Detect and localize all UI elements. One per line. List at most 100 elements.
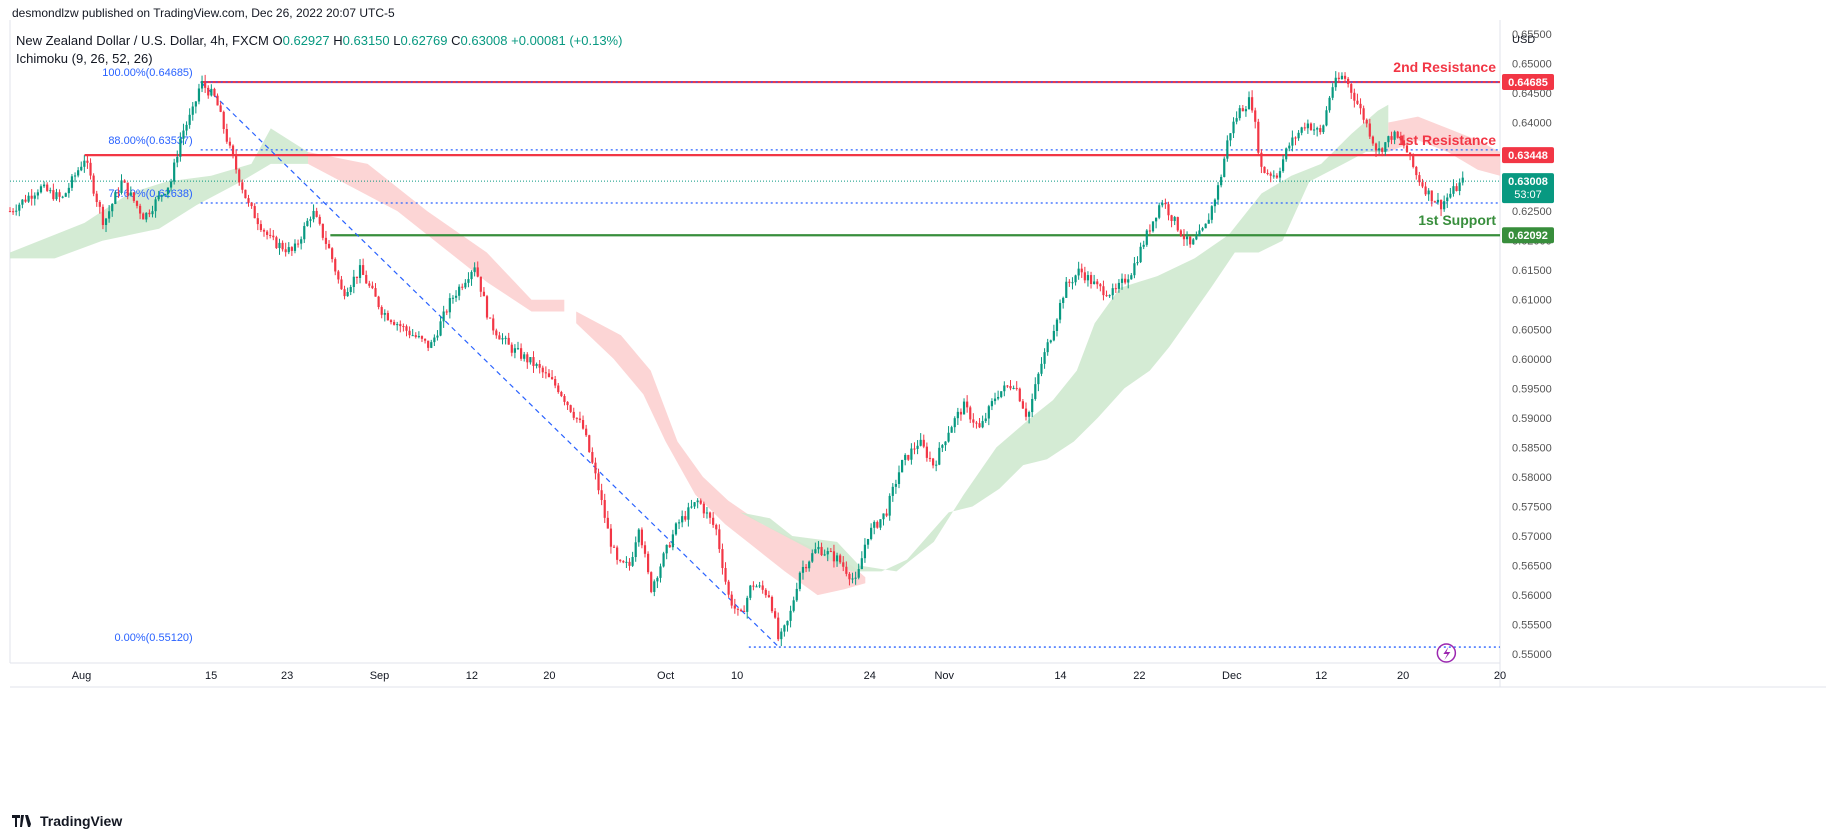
- candle-body[interactable]: [897, 472, 901, 484]
- candle-body[interactable]: [1424, 186, 1427, 195]
- candle-body[interactable]: [956, 411, 959, 419]
- candle-body[interactable]: [1201, 228, 1204, 231]
- candle-body[interactable]: [213, 88, 216, 96]
- candle-body[interactable]: [1272, 175, 1275, 177]
- candle-body[interactable]: [1031, 398, 1034, 413]
- candle-body[interactable]: [656, 577, 659, 582]
- candle-body[interactable]: [405, 326, 408, 331]
- candle-body[interactable]: [1009, 385, 1012, 389]
- candle-body[interactable]: [842, 562, 845, 567]
- candle-body[interactable]: [439, 321, 442, 336]
- candle-body[interactable]: [526, 354, 529, 363]
- candle-body[interactable]: [922, 439, 925, 447]
- candle-body[interactable]: [1080, 268, 1083, 273]
- candle-body[interactable]: [1244, 109, 1248, 112]
- candle-body[interactable]: [138, 205, 142, 214]
- candle-body[interactable]: [219, 105, 222, 112]
- candle-body[interactable]: [1241, 108, 1244, 112]
- candle-body[interactable]: [659, 566, 662, 578]
- candle-body[interactable]: [420, 336, 424, 339]
- candle-body[interactable]: [399, 324, 402, 327]
- candle-body[interactable]: [792, 600, 795, 611]
- candle-body[interactable]: [876, 521, 879, 528]
- candle-body[interactable]: [885, 513, 888, 516]
- candle-body[interactable]: [944, 441, 947, 446]
- candle-body[interactable]: [1387, 136, 1390, 143]
- candle-body[interactable]: [303, 226, 306, 240]
- candle-body[interactable]: [591, 452, 594, 463]
- candle-body[interactable]: [1285, 148, 1288, 160]
- candle-body[interactable]: [306, 220, 309, 227]
- candle-body[interactable]: [848, 573, 851, 580]
- candle-body[interactable]: [612, 546, 616, 548]
- candle-body[interactable]: [1278, 171, 1282, 178]
- candle-body[interactable]: [1136, 262, 1139, 264]
- candle-body[interactable]: [681, 516, 684, 523]
- candle-body[interactable]: [569, 405, 572, 412]
- candle-body[interactable]: [489, 317, 492, 319]
- candle-body[interactable]: [544, 372, 547, 374]
- candle-body[interactable]: [176, 156, 179, 163]
- candle-body[interactable]: [495, 330, 498, 336]
- candle-body[interactable]: [653, 581, 656, 592]
- candle-body[interactable]: [473, 267, 476, 272]
- candle-body[interactable]: [773, 611, 777, 618]
- candle-body[interactable]: [622, 561, 625, 563]
- candle-body[interactable]: [752, 585, 755, 587]
- candle-body[interactable]: [507, 337, 510, 345]
- candle-body[interactable]: [476, 267, 479, 277]
- candle-body[interactable]: [603, 500, 606, 518]
- candle-body[interactable]: [1402, 140, 1405, 146]
- candle-body[interactable]: [619, 559, 622, 562]
- candle-body[interactable]: [1266, 172, 1269, 174]
- candle-body[interactable]: [479, 276, 482, 292]
- candle-body[interactable]: [643, 545, 647, 554]
- candle-body[interactable]: [42, 184, 46, 187]
- candle-body[interactable]: [1269, 173, 1272, 176]
- candle-body[interactable]: [718, 529, 721, 550]
- candle-body[interactable]: [1139, 246, 1142, 263]
- candle-body[interactable]: [337, 271, 340, 280]
- candle-body[interactable]: [1192, 239, 1195, 245]
- candle-body[interactable]: [151, 211, 154, 215]
- candle-body[interactable]: [1427, 190, 1430, 195]
- candle-body[interactable]: [1015, 387, 1018, 389]
- candle-body[interactable]: [953, 418, 956, 428]
- candle-body[interactable]: [470, 271, 473, 280]
- candle-body[interactable]: [1108, 295, 1111, 297]
- candle-body[interactable]: [1052, 330, 1055, 341]
- candle-body[interactable]: [1306, 123, 1309, 129]
- indicator-legend[interactable]: Ichimoku (9, 26, 52, 26): [16, 51, 153, 66]
- candle-body[interactable]: [1185, 236, 1189, 240]
- candle-body[interactable]: [188, 114, 191, 125]
- candle-body[interactable]: [312, 210, 315, 220]
- candle-body[interactable]: [935, 464, 938, 466]
- candle-body[interactable]: [1303, 127, 1306, 129]
- candle-body[interactable]: [1145, 230, 1148, 245]
- candle-body[interactable]: [1371, 136, 1375, 144]
- candle-body[interactable]: [1179, 230, 1182, 236]
- candle-body[interactable]: [835, 555, 839, 562]
- candle-body[interactable]: [380, 307, 383, 315]
- candle-body[interactable]: [1433, 201, 1436, 203]
- candle-body[interactable]: [269, 234, 272, 236]
- candle-body[interactable]: [1176, 217, 1179, 231]
- candle-body[interactable]: [1449, 193, 1452, 198]
- candle-body[interactable]: [1337, 77, 1340, 79]
- candle-body[interactable]: [228, 141, 232, 146]
- candle-body[interactable]: [845, 566, 848, 574]
- candle-body[interactable]: [969, 407, 972, 420]
- candle-body[interactable]: [594, 462, 597, 474]
- candle-body[interactable]: [1154, 217, 1158, 222]
- candle-body[interactable]: [1018, 388, 1021, 402]
- candle-body[interactable]: [578, 418, 582, 421]
- candle-body[interactable]: [358, 265, 362, 278]
- candle-body[interactable]: [572, 411, 575, 418]
- candle-body[interactable]: [129, 192, 132, 196]
- candle-body[interactable]: [1170, 215, 1173, 222]
- candle-body[interactable]: [1062, 297, 1065, 303]
- candle-body[interactable]: [919, 439, 922, 446]
- candle-body[interactable]: [95, 193, 98, 203]
- candle-body[interactable]: [182, 130, 185, 139]
- candle-body[interactable]: [1408, 152, 1412, 155]
